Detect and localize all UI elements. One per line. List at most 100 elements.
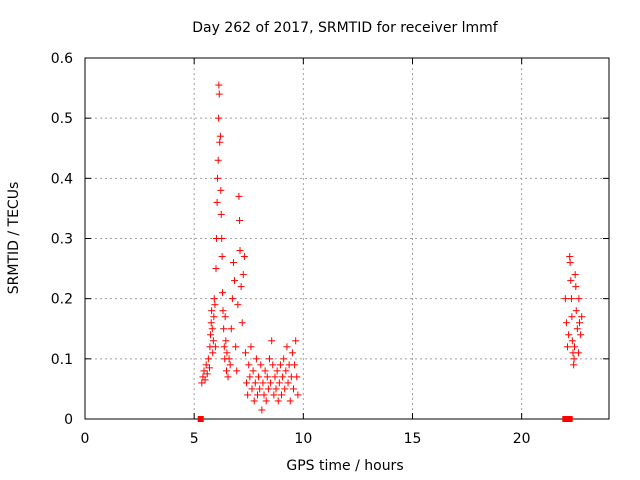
- data-point: [234, 301, 242, 309]
- data-point: [566, 259, 574, 267]
- data-point: [566, 253, 574, 261]
- y-tick-label: 0.3: [51, 232, 73, 248]
- data-point: [236, 216, 244, 224]
- data-point: [228, 295, 236, 303]
- data-point: [214, 174, 222, 182]
- data-point: [241, 349, 249, 357]
- data-point: [244, 391, 252, 399]
- data-point: [208, 307, 216, 315]
- data-point: [222, 337, 230, 345]
- data-point: [210, 313, 218, 321]
- data-point: [211, 301, 219, 309]
- data-point: [284, 379, 292, 387]
- data-point: [238, 319, 246, 327]
- data-point: [564, 343, 572, 351]
- data-point: [283, 343, 291, 351]
- data-point: [249, 367, 257, 375]
- data-point: [561, 295, 569, 303]
- data-point: [263, 373, 271, 381]
- data-point: [282, 367, 290, 375]
- data-point: [572, 307, 580, 315]
- x-tick-label: 15: [404, 431, 422, 447]
- data-point: [571, 343, 579, 351]
- data-point: [220, 325, 228, 333]
- data-point: [239, 271, 247, 279]
- data-point: [264, 385, 272, 393]
- data-point: [567, 295, 575, 303]
- data-point: [226, 361, 234, 369]
- data-point: [568, 337, 576, 345]
- data-point: [576, 319, 584, 327]
- data-point: [211, 343, 219, 351]
- grid: [85, 58, 609, 419]
- data-point: [272, 385, 280, 393]
- chart-title: Day 262 of 2017, SRMTID for receiver lmm…: [192, 20, 499, 36]
- data-point: [223, 349, 231, 357]
- data-point: [218, 253, 226, 261]
- y-tick-label: 0.1: [51, 352, 73, 368]
- data-point: [290, 385, 298, 393]
- data-point: [286, 397, 294, 405]
- data-point: [204, 355, 212, 363]
- y-tick-label: 0.4: [51, 171, 73, 187]
- data-point: [233, 367, 241, 375]
- data-point: [240, 253, 248, 261]
- data-point: [292, 337, 300, 345]
- data-point: [562, 319, 570, 327]
- data-point: [268, 337, 276, 345]
- data-point: [572, 283, 580, 291]
- data-point: [213, 198, 221, 206]
- data-point: [270, 391, 278, 399]
- data-point: [253, 391, 261, 399]
- data-point: [265, 355, 273, 363]
- data-point: [574, 349, 582, 357]
- data-point: [570, 355, 578, 363]
- data-point: [231, 277, 239, 285]
- data-point: [571, 271, 579, 279]
- data-point: [251, 379, 259, 387]
- data-point: [225, 355, 233, 363]
- data-point: [294, 391, 302, 399]
- data-point: [258, 406, 266, 414]
- data-point: [281, 385, 289, 393]
- data-point: [202, 361, 210, 369]
- data-point: [218, 235, 226, 242]
- data-point: [246, 373, 254, 381]
- data-point: [279, 373, 287, 381]
- data-point: [217, 186, 225, 194]
- data-point: [243, 379, 251, 387]
- data-point: [257, 361, 265, 369]
- data-point: [255, 373, 263, 381]
- data-point: [237, 283, 245, 291]
- data-point: [235, 192, 243, 200]
- data-point-marker: [197, 416, 204, 422]
- data-point: [567, 277, 575, 285]
- data-point: [209, 349, 217, 357]
- data-point: [565, 331, 573, 339]
- data-point: [219, 289, 227, 297]
- data-point: [275, 379, 283, 387]
- data-point: [256, 385, 264, 393]
- data-point: [280, 355, 288, 363]
- data-point: [568, 313, 576, 321]
- y-axis-label: SRMTID / TECUs: [6, 182, 22, 295]
- data-point: [260, 391, 268, 399]
- x-tick-label: 20: [513, 431, 531, 447]
- data-point: [236, 247, 244, 255]
- data-point: [269, 361, 277, 369]
- x-axis-label: GPS time / hours: [286, 458, 403, 474]
- data-point: [261, 367, 269, 375]
- data-point: [578, 313, 586, 321]
- data-point: [259, 379, 267, 387]
- data-point: [221, 313, 229, 321]
- data-point: [229, 259, 237, 267]
- data-point: [250, 397, 258, 405]
- data-point: [198, 379, 206, 387]
- data-point: [291, 361, 299, 369]
- data-point: [207, 319, 215, 327]
- data-point: [262, 397, 270, 405]
- data-point: [575, 295, 583, 303]
- data-point: [210, 295, 218, 303]
